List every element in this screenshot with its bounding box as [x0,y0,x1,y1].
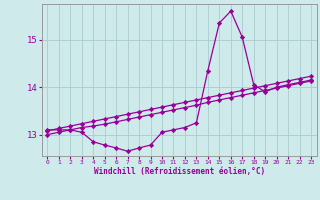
X-axis label: Windchill (Refroidissement éolien,°C): Windchill (Refroidissement éolien,°C) [94,167,265,176]
